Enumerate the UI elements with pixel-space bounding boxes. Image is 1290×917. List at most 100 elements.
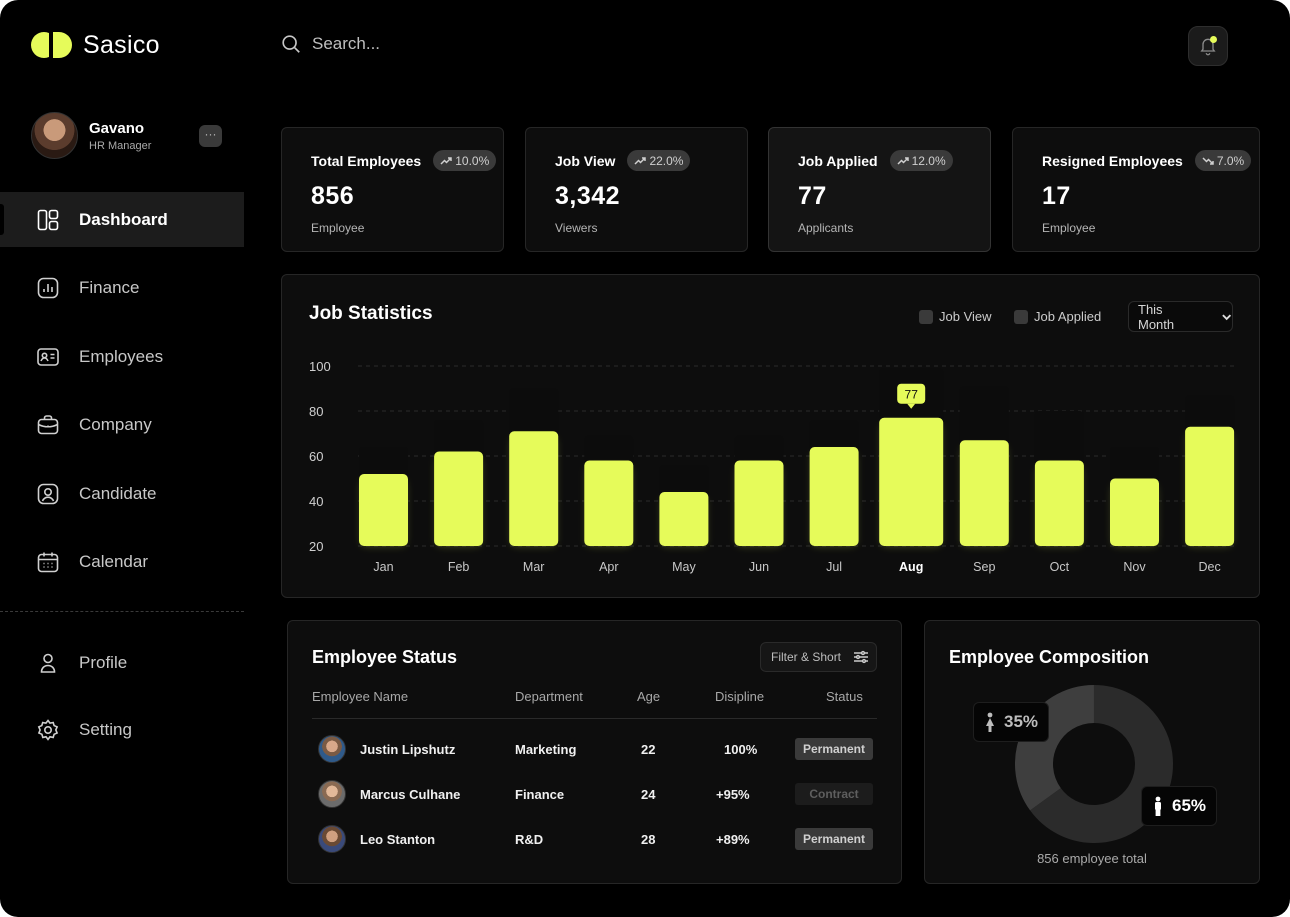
notification-button[interactable] <box>1188 26 1228 66</box>
column-header-name[interactable]: Employee Name <box>312 689 409 704</box>
x-tick-label: Jun <box>749 560 769 574</box>
user-role: HR Manager <box>89 139 152 152</box>
sidebar-item-profile[interactable]: Profile <box>0 635 244 690</box>
sidebar-item-candidate[interactable]: Candidate <box>0 466 244 521</box>
sidebar-item-setting[interactable]: Setting <box>0 702 244 757</box>
sidebar-item-dashboard[interactable]: Dashboard <box>0 192 244 247</box>
sidebar-item-label: Employees <box>79 346 164 366</box>
gear-icon <box>36 718 60 742</box>
job-applied-bar <box>1110 478 1159 546</box>
panel-title: Employee Composition <box>949 647 1150 667</box>
sidebar-item-label: Candidate <box>79 483 157 503</box>
status-badge: Contract <box>795 783 873 805</box>
male-percentage-tag: 65% <box>1141 786 1218 826</box>
trend-up-icon <box>897 156 909 165</box>
employee-department: R&D <box>515 832 544 847</box>
stat-sublabel: Viewers <box>555 221 598 235</box>
table-row[interactable]: Leo Stanton R&D 28 +89% Permanent <box>288 825 901 855</box>
status-badge: Permanent <box>795 738 873 760</box>
brand-name: Sasico <box>83 30 160 59</box>
sidebar-item-employees[interactable]: Employees <box>0 329 244 384</box>
stat-title: Resigned Employees <box>1042 152 1183 169</box>
stat-sublabel: Employee <box>1042 221 1096 235</box>
column-header-discipline[interactable]: Disipline <box>715 689 765 704</box>
search-icon <box>282 35 300 53</box>
table-row[interactable]: Justin Lipshutz Marketing 22 100% Perman… <box>288 735 901 765</box>
x-tick-label: Apr <box>599 560 618 574</box>
job-applied-bar <box>659 492 709 546</box>
x-tick-label: May <box>672 560 696 574</box>
sidebar-nav: Dashboard Finance Employees Company Cand… <box>0 192 244 603</box>
filter-sort-button[interactable]: Filter & Short <box>760 642 877 672</box>
avatar <box>31 112 78 159</box>
stat-card-total-employees[interactable]: Total Employees 10.0% 856 Employee <box>281 127 504 252</box>
column-header-department[interactable]: Department <box>515 689 583 704</box>
stat-card-job-applied[interactable]: Job Applied 12.0% 77 Applicants <box>768 127 991 252</box>
legend-item-job-view[interactable]: Job View <box>919 309 992 324</box>
sidebar-item-label: Setting <box>79 719 132 739</box>
change-badge: 10.0% <box>433 150 497 171</box>
job-applied-bar <box>1185 426 1235 546</box>
job-applied-bar <box>959 440 1009 546</box>
stat-value: 77 <box>798 182 827 210</box>
brand-logo[interactable]: Sasico <box>31 30 160 60</box>
job-applied-bar <box>879 417 944 546</box>
employee-name: Leo Stanton <box>360 832 436 847</box>
sidebar-item-finance[interactable]: Finance <box>0 261 244 316</box>
y-tick-label: 20 <box>309 539 323 554</box>
x-tick-label: Nov <box>1123 560 1146 574</box>
y-tick-label: 40 <box>309 494 323 509</box>
y-tick-label: 100 <box>309 359 331 374</box>
period-value: This Month <box>1138 301 1175 332</box>
stat-title: Job View <box>555 152 616 169</box>
table-header-divider <box>312 718 877 719</box>
dashboard-icon <box>36 208 60 232</box>
chevron-down-icon <box>1221 313 1231 320</box>
employee-discipline: +95% <box>716 787 750 802</box>
period-dropdown[interactable]: This Month <box>1128 301 1233 332</box>
stat-value: 3,342 <box>555 182 621 210</box>
user-profile-card[interactable]: Gavano HR Manager <box>31 112 151 159</box>
x-tick-label: Jul <box>826 560 842 574</box>
sidebar-item-company[interactable]: Company <box>0 398 244 453</box>
female-icon <box>986 712 994 732</box>
sidebar-item-calendar[interactable]: Calendar <box>0 535 244 590</box>
employee-department: Finance <box>515 787 565 802</box>
x-tick-label: Jan <box>373 560 393 574</box>
search-bar[interactable]: Search... <box>280 33 380 55</box>
panel-title: Employee Status <box>312 647 458 667</box>
job-applied-bar <box>584 460 634 546</box>
stat-card-job-view[interactable]: Job View 22.0% 3,342 Viewers <box>525 127 748 252</box>
x-tick-label: Mar <box>523 560 545 574</box>
employee-avatar <box>318 735 346 763</box>
sidebar-item-label: Dashboard <box>79 209 168 229</box>
table-row[interactable]: Marcus Culhane Finance 24 +95% Contract <box>288 780 901 810</box>
more-options-button[interactable]: ··· <box>199 125 222 147</box>
employee-discipline: +89% <box>716 832 750 847</box>
logo-mark-icon <box>31 30 73 60</box>
column-header-age[interactable]: Age <box>637 689 661 704</box>
sliders-icon <box>854 650 869 664</box>
legend-item-job-applied[interactable]: Job Applied <box>1014 309 1101 324</box>
sidebar-divider <box>0 611 244 612</box>
employee-status-panel: Employee Status Filter & Short Employee … <box>287 620 902 884</box>
employee-age: 24 <box>641 787 656 802</box>
y-tick-label: 80 <box>309 404 323 419</box>
job-applied-bar <box>809 447 859 546</box>
person-icon <box>36 651 60 675</box>
search-input[interactable]: Search... <box>312 34 381 53</box>
status-badge: Permanent <box>795 828 873 850</box>
job-applied-bar <box>509 431 559 546</box>
sidebar-item-label: Calendar <box>79 552 148 571</box>
user-name: Gavano <box>89 119 145 137</box>
column-header-status[interactable]: Status <box>826 689 863 704</box>
y-tick-label: 60 <box>309 449 323 464</box>
employee-avatar <box>318 780 346 808</box>
stat-card-resigned-employees[interactable]: Resigned Employees 7.0% 17 Employee <box>1012 127 1260 252</box>
job-applied-bar <box>359 474 408 546</box>
candidate-user-icon <box>36 482 60 506</box>
x-tick-label: Feb <box>448 560 470 574</box>
job-applied-bar <box>1034 460 1084 546</box>
employee-name: Justin Lipshutz <box>360 742 456 757</box>
